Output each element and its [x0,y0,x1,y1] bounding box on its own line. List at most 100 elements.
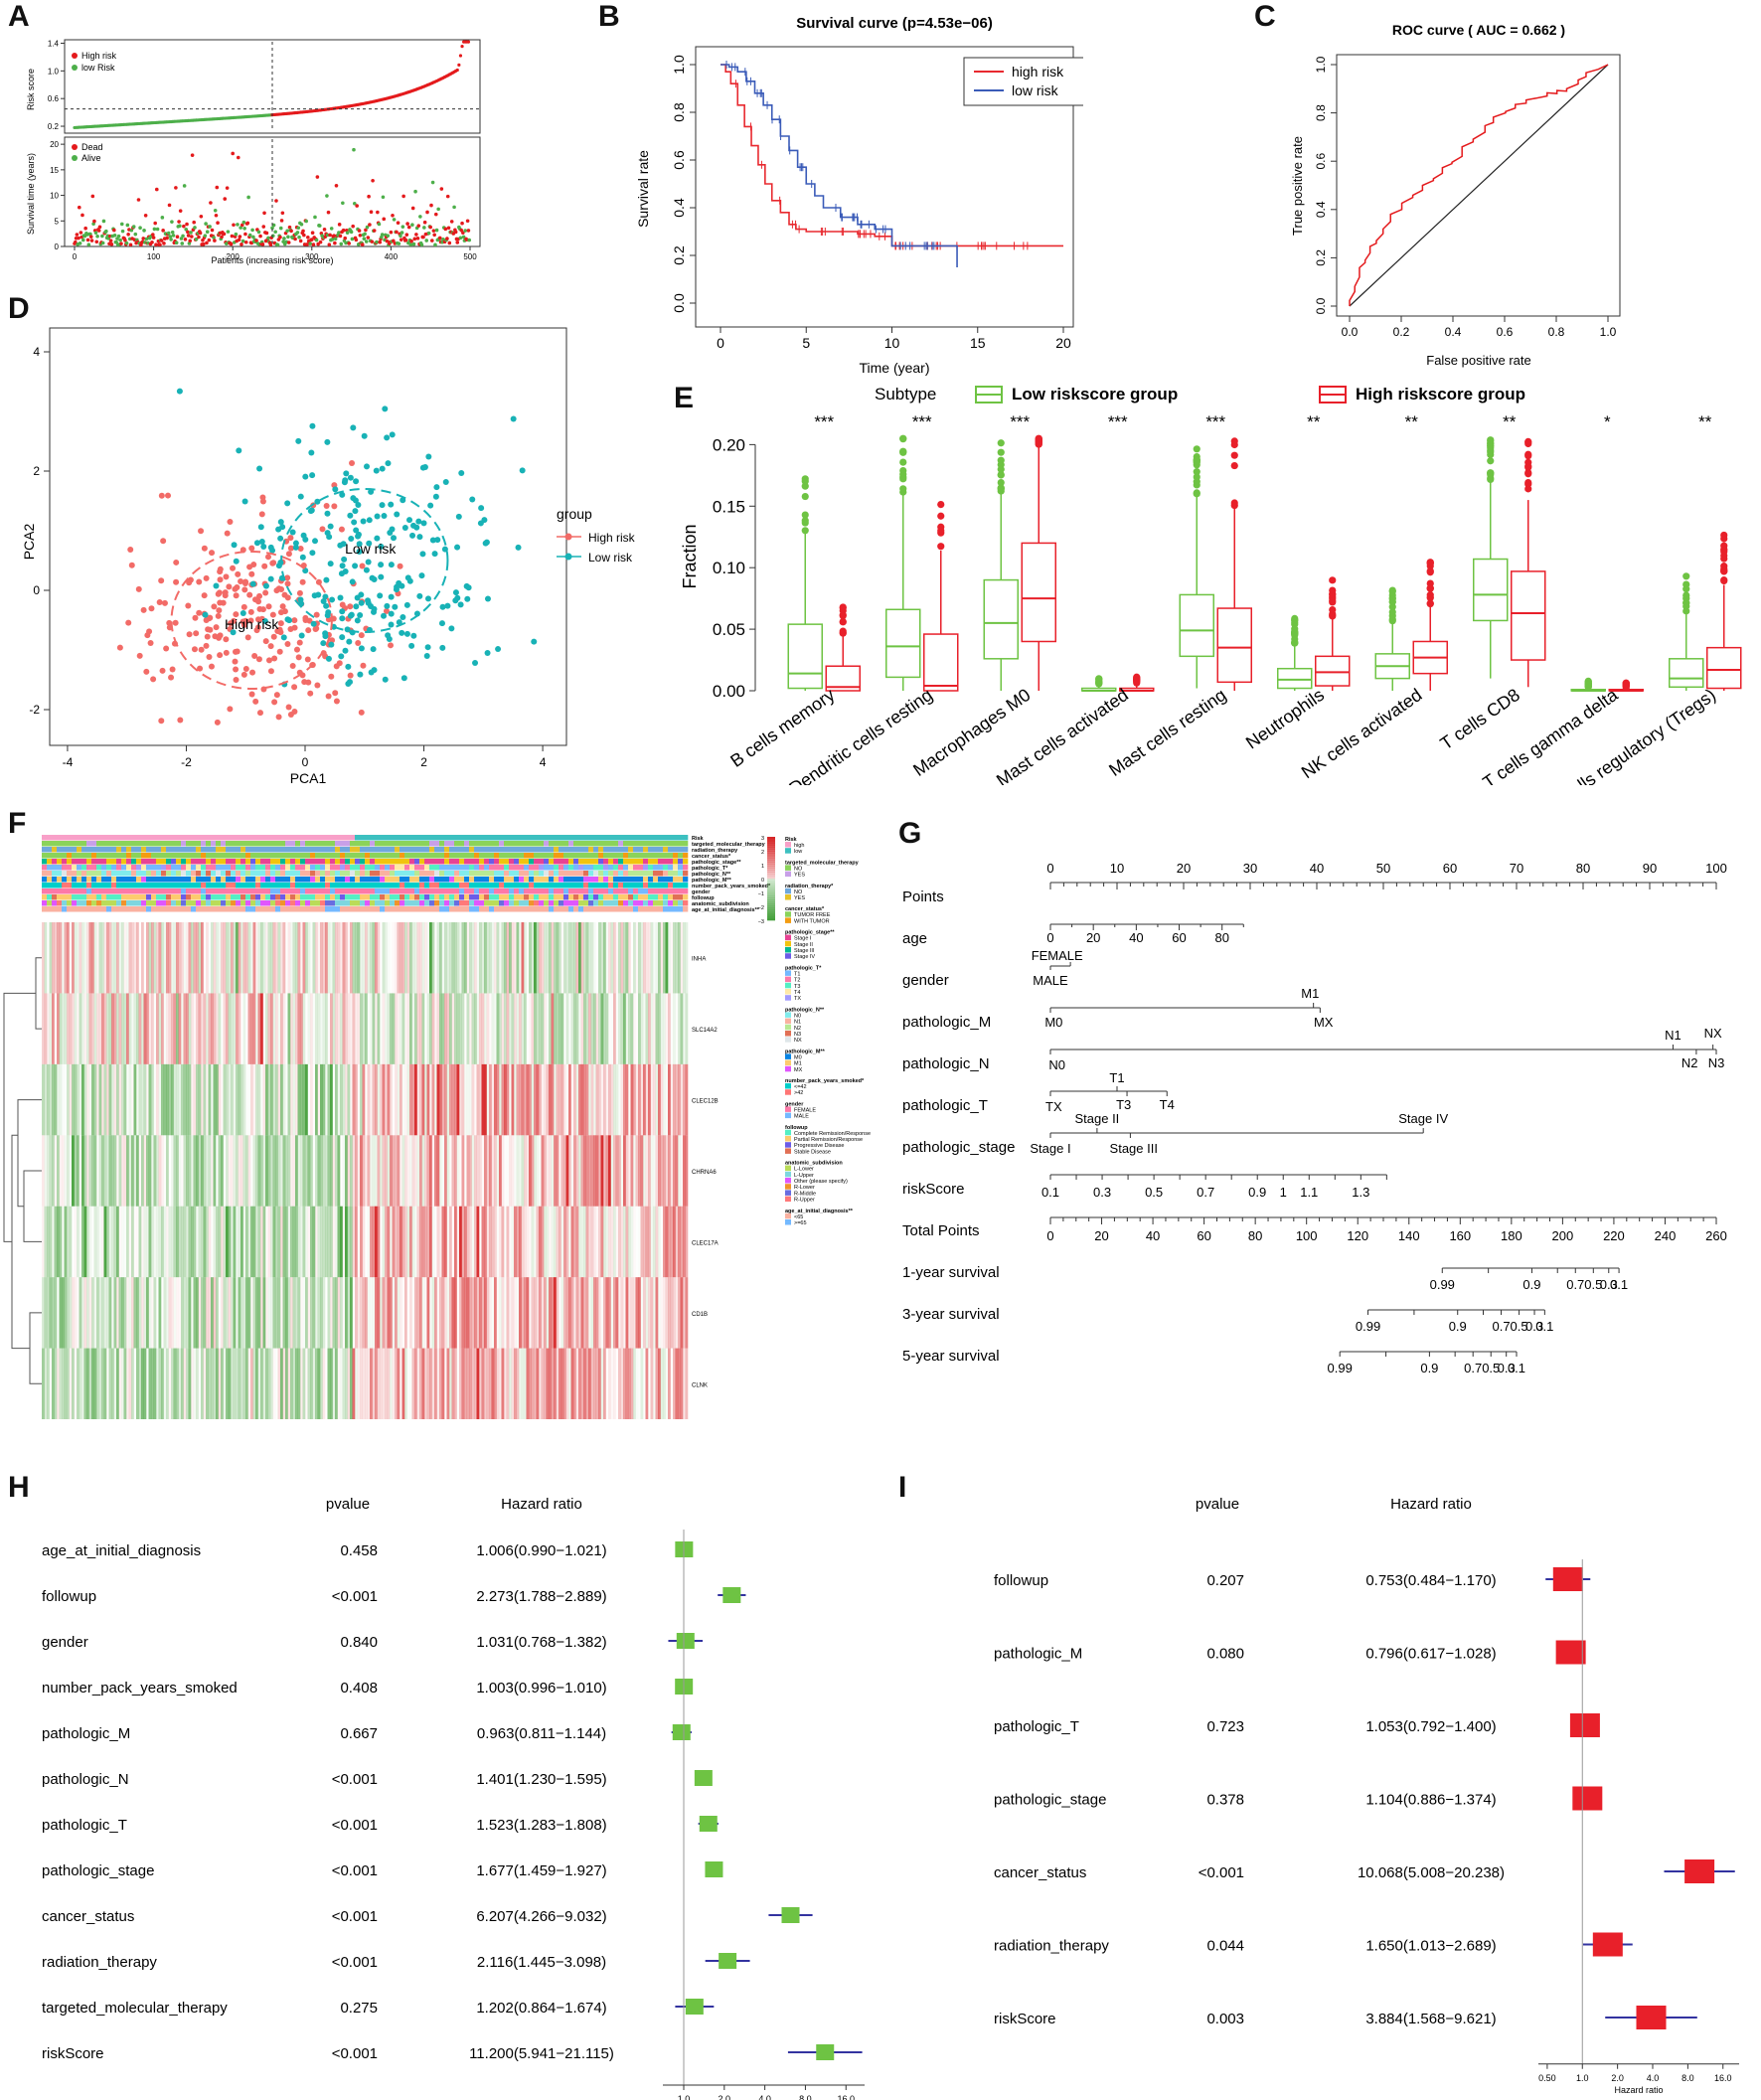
heatmap-cell [446,1135,450,1207]
heatmap-cell [307,1277,311,1349]
heatmap-cell [549,1135,552,1207]
annotation-cell [380,888,386,894]
heatmap-cell [285,922,288,993]
heatmap-cell [54,1063,58,1136]
heatmap-cell [469,1135,472,1207]
heatmap-cell [511,922,515,994]
heatmap-cell [660,1135,664,1207]
heatmap-cell [605,1063,609,1136]
high-outlier [1720,576,1728,584]
heatmap-cell [282,922,286,994]
heatmap-cell [295,993,298,1064]
heatmap-cell [337,1277,341,1349]
annotation-cell [255,841,261,847]
annotation-cell [250,847,256,853]
heatmap-cell [392,1135,396,1207]
heatmap-cell [88,1277,92,1349]
annotation-cell [310,888,316,894]
roc-y-axis-label: True positive rate [1290,136,1305,236]
low-risk-pca-point [308,449,315,456]
annotation-cell [549,865,555,871]
annotation-cell [409,877,415,883]
annotation-cell [186,871,192,877]
heatmap-cell [118,1277,122,1349]
annotation-cell [643,859,649,865]
heatmap-cell [464,1063,467,1136]
heatmap-cell [255,1063,258,1136]
annotation-cell [464,835,470,841]
heatmap-cell [315,993,318,1064]
legend-low-risk-label: low Risk [81,63,115,73]
heatmap-cell [441,1206,445,1278]
survival-time-point [287,225,292,230]
annotation-cell [196,894,202,900]
annotation-cell [335,900,341,906]
heatmap-cell [658,993,661,1064]
heatmap-cell [645,1063,649,1136]
annotation-cell [568,841,574,847]
high-risk-pca-point [192,614,199,621]
heatmap-cell [275,1206,278,1278]
annotation-cell [72,906,78,912]
heatmap-cell [630,993,634,1064]
annotation-cell [544,906,550,912]
low-risk-pca-point [309,472,316,479]
annotation-cell [618,894,624,900]
heatmap-cell [573,1135,576,1207]
heatmap-cell [484,922,487,994]
annotation-cell [340,835,346,841]
heatmap-cell [671,922,674,993]
heatmap-cell [81,1135,84,1207]
annotation-cell [509,888,515,894]
heatmap-cell [201,993,204,1064]
low-box [983,578,1019,660]
heatmap-cell [434,922,437,993]
annotation-cell [370,835,376,841]
annotation-cell [464,888,470,894]
annotation-cell [524,883,530,888]
annotation-cell [563,847,569,853]
low-outlier [801,527,809,535]
heatmap-cell [262,1135,266,1207]
risk-score-point [466,40,471,44]
heatmap-cell [325,1063,328,1136]
annotation-cell [86,883,92,888]
high-risk-pca-point [296,589,303,596]
heatmap-cell [400,993,402,1064]
annotation-cell [106,865,112,871]
immune-cell-boxplot-chart: Subtype Low riskscore group High risksco… [680,385,1742,785]
heatmap-cell [257,922,261,994]
annotation-cell [156,894,162,900]
heatmap-cell [484,993,487,1064]
survival-time-point [158,242,162,246]
heatmap-cell [673,993,676,1064]
heatmap-cell [67,993,70,1064]
heatmap-cell [77,993,80,1063]
survival-time-point [240,242,243,246]
heatmap-cell [678,922,681,994]
annotation-cell [380,841,386,847]
high-risk-pca-point [163,645,170,652]
annotation-cell [345,859,351,865]
annotation-cell [290,888,296,894]
heatmap-cell [524,993,527,1064]
survival-time-point [414,233,418,237]
low-risk-pca-point [429,537,436,544]
heatmap-cell [250,1135,253,1206]
heatmap-cell [377,1206,381,1278]
annotation-cell [47,859,53,865]
heatmap-cell [568,922,571,994]
annotation-cell [315,900,321,906]
annotation-cell [583,859,589,865]
annotation-cell [81,877,87,883]
heatmap-cell [546,1206,550,1278]
annotation-cell [514,871,520,877]
heatmap-cell [307,993,311,1064]
heatmap-cell [108,1135,112,1207]
annotation-cell [236,888,241,894]
annotation-cell [226,865,232,871]
annotation-cell [623,883,629,888]
heatmap-cell [638,1207,641,1277]
heatmap-cell [625,922,629,994]
annotation-cell [429,841,435,847]
